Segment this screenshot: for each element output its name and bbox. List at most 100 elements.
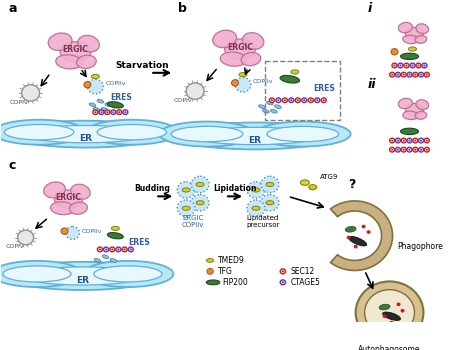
Ellipse shape (280, 75, 300, 83)
Circle shape (99, 110, 104, 114)
Ellipse shape (196, 182, 204, 187)
Ellipse shape (263, 110, 269, 113)
Ellipse shape (89, 103, 96, 107)
Ellipse shape (175, 122, 335, 149)
Circle shape (397, 302, 401, 306)
Circle shape (128, 247, 133, 252)
Ellipse shape (206, 280, 220, 285)
Ellipse shape (348, 236, 367, 246)
Circle shape (297, 99, 299, 101)
Text: FIP200: FIP200 (222, 278, 248, 287)
Circle shape (177, 200, 195, 217)
Circle shape (302, 98, 307, 103)
Circle shape (284, 99, 286, 101)
Circle shape (420, 140, 422, 141)
Text: Phagophore: Phagophore (398, 242, 443, 251)
Circle shape (362, 225, 365, 229)
Ellipse shape (191, 127, 319, 145)
Circle shape (231, 80, 238, 86)
Ellipse shape (91, 75, 100, 78)
Ellipse shape (108, 233, 123, 239)
Circle shape (424, 72, 429, 77)
Circle shape (295, 98, 301, 103)
Ellipse shape (8, 121, 163, 148)
Text: SEC12: SEC12 (291, 267, 315, 276)
Text: a: a (9, 2, 17, 15)
Ellipse shape (93, 107, 100, 111)
Ellipse shape (259, 105, 265, 108)
Ellipse shape (7, 262, 158, 290)
Circle shape (403, 140, 405, 141)
Ellipse shape (110, 259, 117, 262)
Ellipse shape (225, 39, 255, 59)
Text: COPIIv: COPIIv (253, 79, 273, 84)
Text: ?: ? (348, 178, 356, 191)
Circle shape (356, 281, 423, 344)
Ellipse shape (105, 103, 112, 107)
Circle shape (426, 140, 428, 141)
Circle shape (122, 247, 127, 252)
Circle shape (418, 64, 419, 67)
Circle shape (407, 72, 412, 77)
Ellipse shape (22, 267, 143, 285)
Circle shape (391, 140, 393, 141)
Circle shape (414, 149, 416, 150)
Circle shape (419, 147, 424, 152)
Ellipse shape (266, 201, 274, 205)
Circle shape (416, 63, 421, 68)
Ellipse shape (252, 206, 260, 210)
Circle shape (97, 247, 102, 252)
Circle shape (400, 64, 401, 67)
Circle shape (405, 64, 408, 67)
Circle shape (177, 182, 195, 198)
Circle shape (289, 98, 294, 103)
Circle shape (93, 110, 98, 114)
Circle shape (100, 111, 102, 113)
Text: ii: ii (368, 78, 376, 91)
Ellipse shape (415, 35, 427, 43)
Circle shape (22, 85, 40, 101)
Circle shape (247, 182, 265, 198)
Text: ER: ER (248, 136, 262, 145)
Text: ERES: ERES (313, 84, 335, 93)
Circle shape (87, 79, 103, 94)
Text: COPIv: COPIv (174, 98, 192, 103)
Circle shape (280, 269, 285, 274)
Ellipse shape (71, 184, 90, 199)
Circle shape (103, 247, 109, 252)
Ellipse shape (255, 121, 351, 147)
Ellipse shape (401, 128, 419, 135)
Circle shape (271, 99, 273, 101)
Circle shape (414, 74, 416, 76)
Circle shape (111, 248, 113, 250)
Circle shape (392, 63, 397, 68)
Ellipse shape (345, 226, 356, 232)
Circle shape (413, 138, 418, 143)
Text: ERGIC: ERGIC (227, 42, 253, 51)
Ellipse shape (291, 70, 299, 74)
Circle shape (401, 147, 406, 152)
Circle shape (111, 110, 116, 114)
Ellipse shape (3, 266, 71, 282)
Text: COPIIv: COPIIv (82, 229, 102, 233)
Circle shape (397, 149, 399, 150)
Circle shape (303, 99, 305, 101)
Circle shape (277, 99, 279, 101)
Circle shape (99, 248, 101, 250)
Circle shape (310, 99, 312, 101)
Ellipse shape (271, 110, 277, 113)
Circle shape (401, 72, 406, 77)
Ellipse shape (44, 182, 65, 198)
Circle shape (407, 147, 412, 152)
Circle shape (426, 74, 428, 76)
Ellipse shape (102, 255, 109, 259)
Ellipse shape (398, 22, 412, 33)
Ellipse shape (309, 185, 317, 190)
Ellipse shape (409, 47, 417, 51)
Ellipse shape (24, 126, 147, 143)
Circle shape (308, 98, 313, 103)
Text: ERES: ERES (128, 238, 150, 247)
Polygon shape (330, 201, 392, 271)
Ellipse shape (239, 72, 247, 77)
Circle shape (283, 98, 287, 103)
